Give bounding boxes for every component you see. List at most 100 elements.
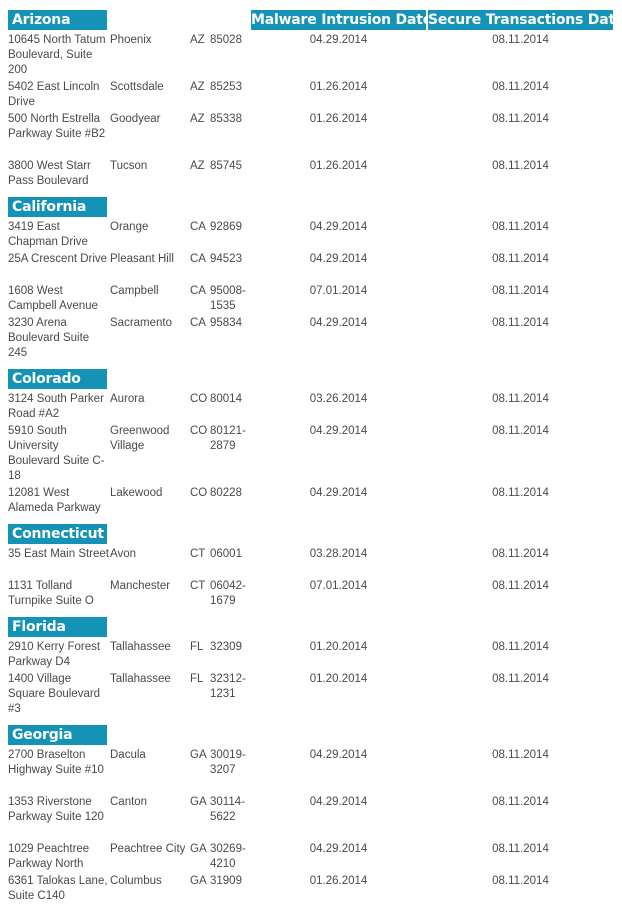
address-cell: 25A Crescent Drive	[8, 253, 108, 265]
secure-date-cell: 08.11.2014	[492, 113, 549, 125]
state-code-cell: GA	[190, 843, 207, 855]
address-cell: 35 East Main Street	[8, 548, 109, 560]
address-cell: 3419 East Chapman Drive	[8, 221, 88, 248]
state-code-cell: GA	[190, 875, 207, 887]
secure-date-cell: 08.11.2014	[492, 487, 549, 499]
malware-date-cell: 01.26.2014	[309, 875, 368, 887]
city-cell: Orange	[110, 221, 149, 233]
state-code-cell: CA	[190, 253, 206, 265]
address-cell: 500 North Estrella Parkway Suite #B2	[8, 113, 106, 140]
secure-date-cell: 08.11.2014	[492, 843, 549, 855]
secure-date-cell: 08.11.2014	[492, 796, 549, 808]
malware-date-column-header: Malware Intrusion Date	[251, 10, 433, 30]
zip-cell: 06001	[210, 548, 242, 560]
zip-cell: 32309	[210, 641, 242, 653]
state-code-cell: CA	[190, 221, 206, 233]
zip-cell: 30114-5622	[210, 796, 245, 823]
state-code-cell: CA	[190, 317, 206, 329]
state-code-cell: CT	[190, 548, 206, 560]
malware-date-cell: 04.29.2014	[309, 749, 368, 761]
zip-cell: 80014	[210, 393, 242, 405]
secure-date-column-header: Secure Transactions Date	[428, 10, 622, 30]
secure-date-cell: 08.11.2014	[492, 749, 549, 761]
address-cell: 3124 South Parker Road #A2	[8, 393, 104, 420]
state-code-cell: CO	[190, 487, 208, 499]
zip-cell: 92869	[210, 221, 242, 233]
address-cell: 2910 Kerry Forest Parkway D4	[8, 641, 101, 668]
address-cell: 2700 Braselton Highway Suite #10	[8, 749, 104, 776]
state-code-cell: CT	[190, 580, 206, 592]
city-cell: Pleasant Hill	[110, 253, 174, 265]
malware-date-cell: 01.20.2014	[309, 641, 368, 653]
malware-date-cell: 01.20.2014	[309, 673, 368, 685]
state-code-cell: CA	[190, 285, 206, 297]
malware-date-cell: 04.29.2014	[309, 221, 368, 233]
state-header: Colorado	[8, 369, 107, 389]
zip-cell: 85745	[210, 160, 242, 172]
malware-date-cell: 01.26.2014	[309, 81, 368, 93]
malware-date-cell: 01.26.2014	[309, 113, 368, 125]
state-code-cell: AZ	[190, 113, 205, 125]
address-cell: 1400 Village Square Boulevard #3	[8, 673, 101, 715]
secure-date-cell: 08.11.2014	[492, 317, 549, 329]
secure-date-cell: 08.11.2014	[492, 393, 549, 405]
city-cell: Dacula	[110, 749, 146, 761]
city-cell: Avon	[110, 548, 137, 560]
secure-date-cell: 08.11.2014	[492, 160, 549, 172]
secure-date-cell: 08.11.2014	[492, 875, 549, 887]
state-header: Arizona	[8, 10, 107, 30]
address-cell: 6361 Talokas Lane, Suite C140	[8, 875, 108, 902]
secure-date-cell: 08.11.2014	[492, 548, 549, 560]
city-cell: Phoenix	[110, 34, 152, 46]
city-cell: Peachtree City	[110, 843, 186, 855]
state-code-cell: AZ	[190, 34, 205, 46]
malware-date-cell: 04.29.2014	[309, 487, 368, 499]
secure-date-cell: 08.11.2014	[492, 221, 549, 233]
secure-date-cell: 08.11.2014	[492, 34, 549, 46]
secure-date-cell: 08.11.2014	[492, 285, 549, 297]
address-cell: 1131 Tolland Turnpike Suite O	[8, 580, 94, 607]
zip-cell: 85338	[210, 113, 242, 125]
secure-date-cell: 08.11.2014	[492, 253, 549, 265]
address-cell: 3800 West Starr Pass Boulevard	[8, 160, 91, 187]
state-code-cell: CO	[190, 425, 208, 437]
malware-date-cell: 01.26.2014	[309, 160, 368, 172]
zip-cell: 80228	[210, 487, 242, 499]
secure-date-cell: 08.11.2014	[492, 673, 549, 685]
city-cell: Scottsdale	[110, 81, 164, 93]
city-cell: Goodyear	[110, 113, 161, 125]
malware-date-cell: 07.01.2014	[309, 285, 368, 297]
city-cell: Tallahassee	[110, 673, 171, 685]
state-code-cell: GA	[190, 749, 207, 761]
zip-cell: 94523	[210, 253, 242, 265]
zip-cell: 32312-1231	[210, 673, 246, 700]
city-cell: Tallahassee	[110, 641, 171, 653]
zip-cell: 31909	[210, 875, 242, 887]
malware-date-cell: 04.29.2014	[309, 253, 368, 265]
secure-date-cell: 08.11.2014	[492, 81, 549, 93]
state-code-cell: CO	[190, 393, 208, 405]
state-code-cell: GA	[190, 796, 207, 808]
address-cell: 10645 North Tatum Boulevard, Suite 200	[8, 34, 106, 76]
malware-date-cell: 04.29.2014	[309, 796, 368, 808]
malware-date-cell: 03.28.2014	[309, 548, 368, 560]
city-cell: Sacramento	[110, 317, 173, 329]
secure-date-cell: 08.11.2014	[492, 425, 549, 437]
address-cell: 1029 Peachtree Parkway North	[8, 843, 90, 870]
zip-cell: 85028	[210, 34, 242, 46]
city-cell: Canton	[110, 796, 148, 808]
address-cell: 1608 West Campbell Avenue	[8, 285, 98, 312]
secure-date-cell: 08.11.2014	[492, 641, 549, 653]
city-cell: Manchester	[110, 580, 171, 592]
zip-cell: 06042-1679	[210, 580, 246, 607]
state-header: Connecticut	[8, 524, 107, 544]
state-header: Georgia	[8, 725, 107, 745]
zip-cell: 95834	[210, 317, 242, 329]
malware-date-cell: 04.29.2014	[309, 843, 368, 855]
malware-date-cell: 07.01.2014	[309, 580, 368, 592]
city-cell: Aurora	[110, 393, 145, 405]
state-header: California	[8, 197, 107, 217]
malware-date-cell: 04.29.2014	[309, 34, 368, 46]
zip-cell: 85253	[210, 81, 242, 93]
